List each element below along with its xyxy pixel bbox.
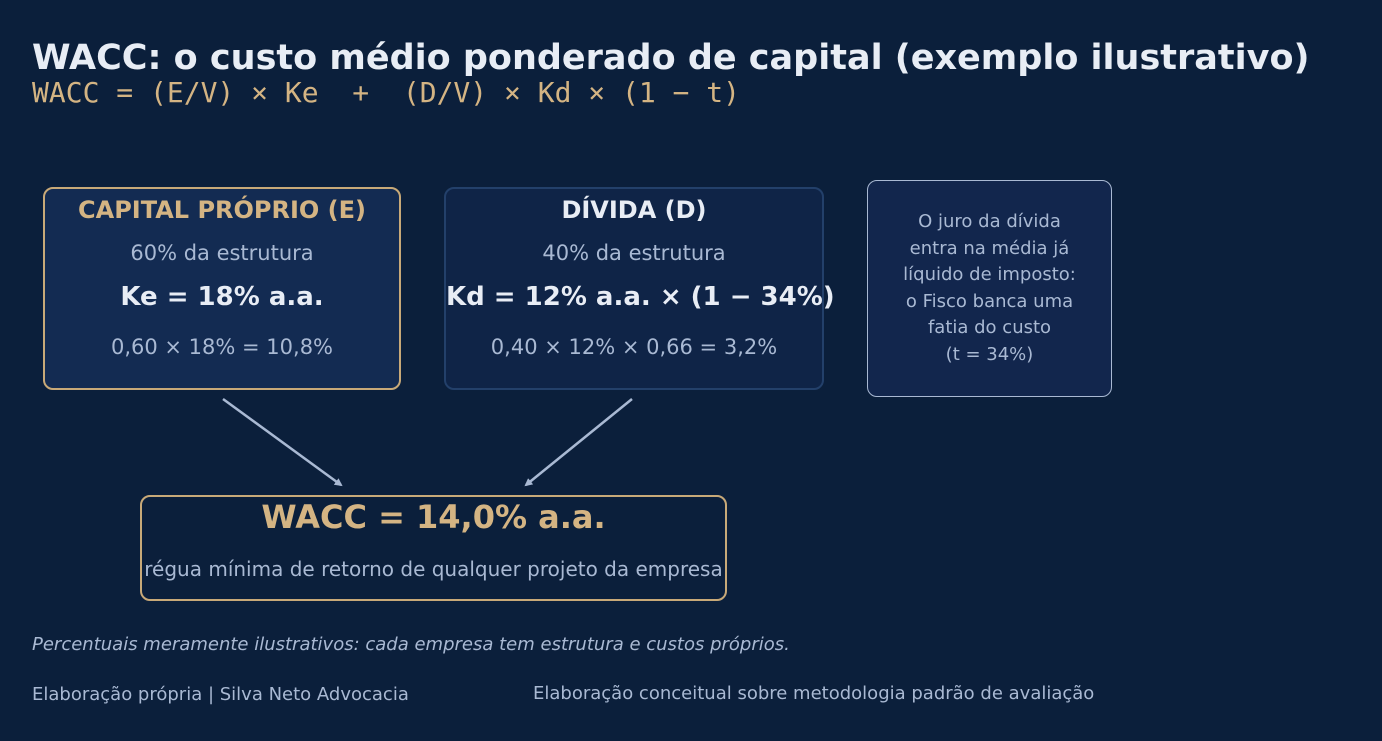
debt-rate: Kd = 12% a.a. × (1 − 34%) — [446, 282, 835, 312]
note-line: fatia do custo — [927, 317, 1052, 338]
note-line: o Fisco banca uma — [905, 290, 1074, 312]
source-note: Elaboração conceitual sobre metodologia … — [533, 683, 1095, 704]
equity-share: 60% da estrutura — [130, 241, 314, 265]
wacc-formula: WACC = (E/V) × Ke + (D/V) × Kd × (1 − t) — [32, 76, 741, 109]
note-line: entra na média já — [909, 237, 1070, 259]
debt-box: DÍVIDA (D) 40% da estrutura Kd = 12% a.a… — [444, 187, 835, 390]
debt-share: 40% da estrutura — [542, 241, 726, 265]
note-line: líquido de imposto: — [903, 264, 1076, 285]
equity-calc: 0,60 × 18% = 10,8% — [110, 335, 334, 359]
wacc-result-box: WACC = 14,0% a.a. régua mínima de retorn… — [140, 495, 727, 601]
debt-heading: DÍVIDA (D) — [561, 196, 707, 224]
equity-heading: CAPITAL PRÓPRIO (E) — [78, 196, 366, 224]
disclaimer: Percentuais meramente ilustrativos: cada… — [32, 634, 790, 655]
equity-box: CAPITAL PRÓPRIO (E) 60% da estrutura Ke … — [43, 187, 401, 390]
page-title: WACC: o custo médio ponderado de capital… — [32, 38, 1310, 78]
equity-to-wacc-arrow — [222, 397, 343, 487]
wacc-result-value: WACC = 14,0% a.a. — [261, 498, 606, 536]
wacc-result-caption: régua mínima de retorno de qualquer proj… — [144, 557, 723, 581]
debt-to-wacc-arrow — [524, 398, 633, 487]
note-text: O juro da dívida entra na média já líqui… — [868, 209, 1111, 368]
equity-rate: Ke = 18% a.a. — [120, 282, 324, 312]
debt-calc: 0,40 × 12% × 0,66 = 3,2% — [490, 335, 778, 359]
note-line: O juro da dívida — [918, 211, 1061, 232]
credit: Elaboração própria | Silva Neto Advocaci… — [32, 684, 409, 705]
tax-shield-note: O juro da dívida entra na média já líqui… — [867, 180, 1112, 397]
note-line: (t = 34%) — [945, 343, 1034, 365]
